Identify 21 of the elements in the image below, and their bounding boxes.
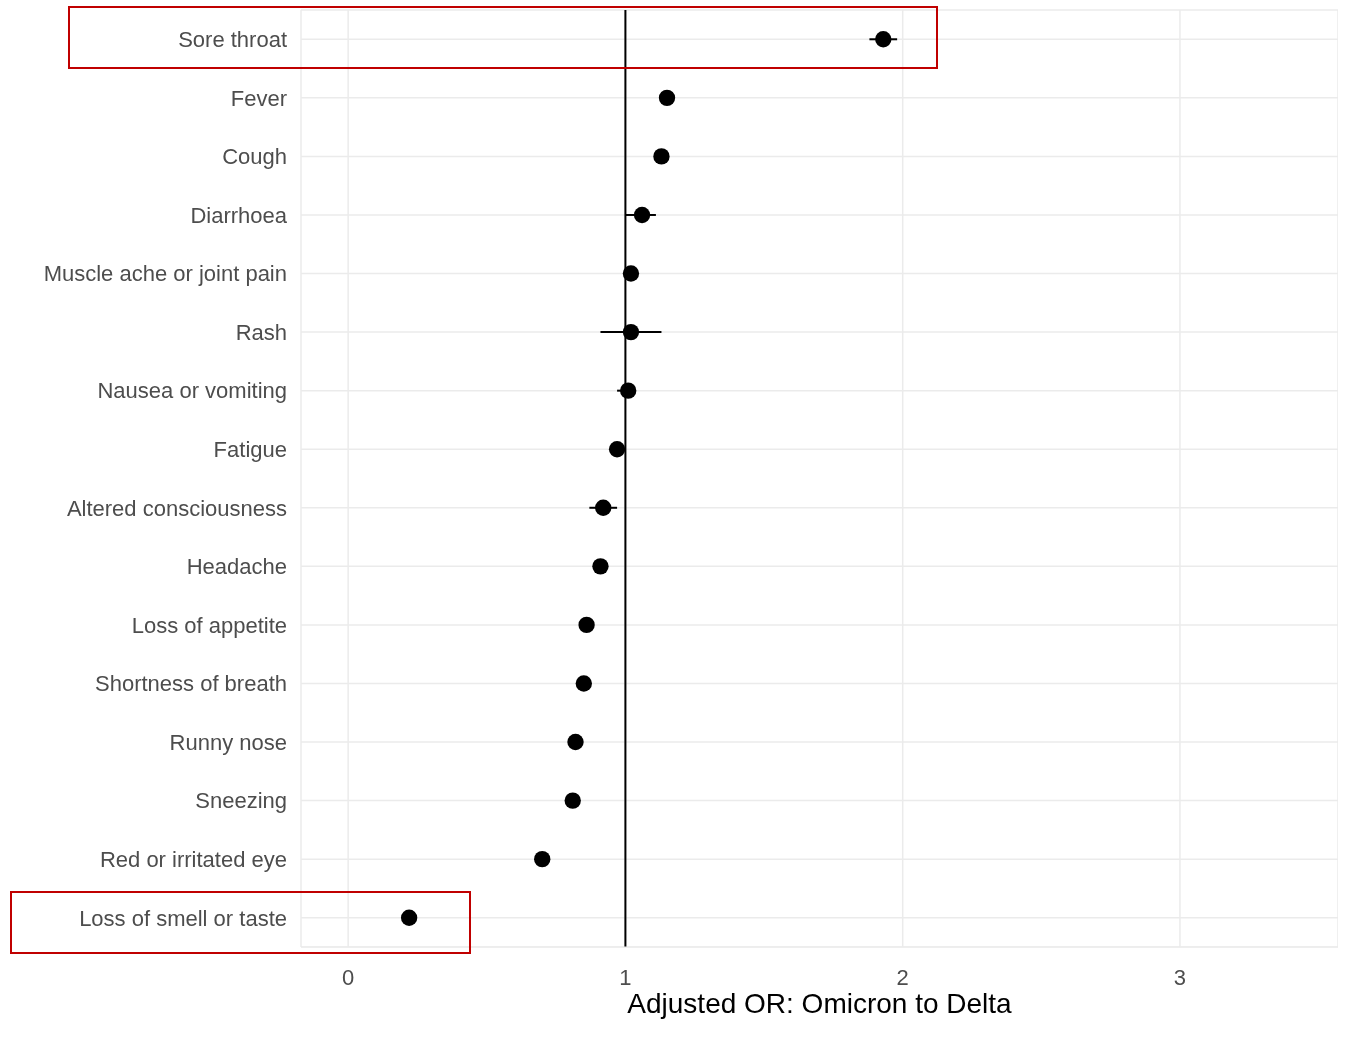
x-tick-label: 2 xyxy=(896,964,909,990)
y-tick-label: Cough xyxy=(222,144,287,170)
y-tick-label: Loss of appetite xyxy=(131,612,287,638)
x-tick-label: 0 xyxy=(342,964,355,990)
y-tick-label: Loss of smell or taste xyxy=(79,905,287,931)
y-tick-label: Muscle ache or joint pain xyxy=(43,261,287,287)
y-tick-label: Sore throat xyxy=(178,27,287,53)
y-tick-label: Nausea or vomiting xyxy=(97,378,287,404)
x-axis-title: Adjusted OR: Omicron to Delta xyxy=(627,988,1013,1019)
y-tick-label: Red or irritated eye xyxy=(99,846,287,872)
y-tick-label: Fever xyxy=(230,85,287,111)
y-tick-label: Diarrhoea xyxy=(190,202,288,228)
y-tick-label: Rash xyxy=(235,319,287,345)
y-tick-label: Runny nose xyxy=(169,729,287,755)
x-tick-label: 1 xyxy=(619,964,632,990)
y-tick-label: Sneezing xyxy=(195,788,287,814)
y-tick-label: Shortness of breath xyxy=(94,671,287,697)
y-tick-label: Headache xyxy=(186,554,287,580)
y-tick-label: Altered consciousness xyxy=(66,495,287,521)
y-tick-label: Fatigue xyxy=(213,437,287,463)
x-tick-label: 3 xyxy=(1173,964,1187,990)
